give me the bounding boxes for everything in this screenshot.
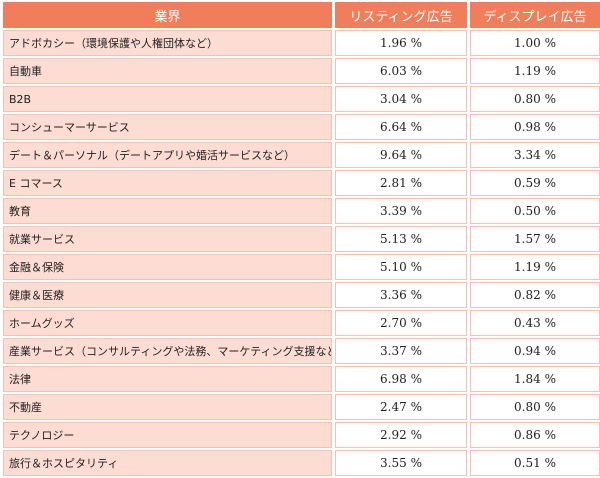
table-row: テクノロジー 2.92 % 0.86 % (3, 422, 600, 448)
display-ctr-cell: 0.80 % (470, 86, 600, 112)
table-row: アドボカシー（環境保護や人権団体など） 1.96 % 1.00 % (3, 30, 600, 56)
table-row: 金融＆保険 5.10 % 1.19 % (3, 254, 600, 280)
industry-cell: アドボカシー（環境保護や人権団体など） (3, 30, 332, 56)
display-ctr-cell: 0.94 % (470, 338, 600, 364)
display-ctr-cell: 1.00 % (470, 30, 600, 56)
listing-ctr-cell: 3.37 % (335, 338, 467, 364)
display-ctr-cell: 1.84 % (470, 366, 600, 392)
industry-cell: テクノロジー (3, 422, 332, 448)
listing-ctr-cell: 6.98 % (335, 366, 467, 392)
industry-cell: 旅行＆ホスピタリティ (3, 450, 332, 476)
industry-cell: B2B (3, 86, 332, 112)
listing-ctr-cell: 5.10 % (335, 254, 467, 280)
industry-cell: 不動産 (3, 394, 332, 420)
table-row: コンシューマーサービス 6.64 % 0.98 % (3, 114, 600, 140)
industry-cell: 金融＆保険 (3, 254, 332, 280)
listing-ctr-cell: 2.70 % (335, 310, 467, 336)
display-ctr-cell: 1.19 % (470, 58, 600, 84)
industry-cell: 就業サービス (3, 226, 332, 252)
industry-cell: 産業サービス（コンサルティングや法務、マーケティング支援など） (3, 338, 332, 364)
table-row: 教育 3.39 % 0.50 % (3, 198, 600, 224)
table-row: E コマース 2.81 % 0.59 % (3, 170, 600, 196)
display-ctr-cell: 0.86 % (470, 422, 600, 448)
listing-ctr-cell: 6.03 % (335, 58, 467, 84)
display-ctr-cell: 0.59 % (470, 170, 600, 196)
table-row: ホームグッズ 2.70 % 0.43 % (3, 310, 600, 336)
table-row: 産業サービス（コンサルティングや法務、マーケティング支援など） 3.37 % 0.9… (3, 338, 600, 364)
listing-ctr-cell: 5.13 % (335, 226, 467, 252)
listing-ctr-cell: 2.92 % (335, 422, 467, 448)
display-ctr-cell: 0.43 % (470, 310, 600, 336)
display-ctr-cell: 3.34 % (470, 142, 600, 168)
table-row: B2B 3.04 % 0.80 % (3, 86, 600, 112)
listing-ctr-cell: 2.81 % (335, 170, 467, 196)
industry-cell: 法律 (3, 366, 332, 392)
ctr-table: 業界 リスティング広告 ディスプレイ広告 アドボカシー（環境保護や人権団体など）… (3, 2, 600, 476)
display-ctr-cell: 0.51 % (470, 450, 600, 476)
table-body: アドボカシー（環境保護や人権団体など） 1.96 % 1.00 % 自動車 6.03 %… (3, 30, 600, 476)
display-ctr-cell: 0.82 % (470, 282, 600, 308)
listing-ctr-cell: 2.47 % (335, 394, 467, 420)
header-listing-ads: リスティング広告 (335, 2, 467, 28)
display-ctr-cell: 0.80 % (470, 394, 600, 420)
listing-ctr-cell: 3.36 % (335, 282, 467, 308)
industry-cell: 健康＆医療 (3, 282, 332, 308)
table-row: 法律 6.98 % 1.84 % (3, 366, 600, 392)
table-row: 健康＆医療 3.36 % 0.82 % (3, 282, 600, 308)
header-industry: 業界 (3, 2, 332, 28)
header-row: 業界 リスティング広告 ディスプレイ広告 (3, 2, 600, 28)
listing-ctr-cell: 3.39 % (335, 198, 467, 224)
table-row: 旅行＆ホスピタリティ 3.55 % 0.51 % (3, 450, 600, 476)
display-ctr-cell: 1.57 % (470, 226, 600, 252)
display-ctr-cell: 0.50 % (470, 198, 600, 224)
table-row: 不動産 2.47 % 0.80 % (3, 394, 600, 420)
listing-ctr-cell: 6.64 % (335, 114, 467, 140)
header-display-ads: ディスプレイ広告 (470, 2, 600, 28)
industry-cell: E コマース (3, 170, 332, 196)
table-row: デート＆パーソナル（デートアプリや婚活サービスなど） 9.64 % 3.34 % (3, 142, 600, 168)
display-ctr-cell: 1.19 % (470, 254, 600, 280)
display-ctr-cell: 0.98 % (470, 114, 600, 140)
listing-ctr-cell: 3.55 % (335, 450, 467, 476)
industry-cell: 教育 (3, 198, 332, 224)
table-row: 就業サービス 5.13 % 1.57 % (3, 226, 600, 252)
table-row: 自動車 6.03 % 1.19 % (3, 58, 600, 84)
industry-cell: コンシューマーサービス (3, 114, 332, 140)
listing-ctr-cell: 3.04 % (335, 86, 467, 112)
listing-ctr-cell: 1.96 % (335, 30, 467, 56)
industry-cell: ホームグッズ (3, 310, 332, 336)
industry-cell: デート＆パーソナル（デートアプリや婚活サービスなど） (3, 142, 332, 168)
listing-ctr-cell: 9.64 % (335, 142, 467, 168)
industry-cell: 自動車 (3, 58, 332, 84)
